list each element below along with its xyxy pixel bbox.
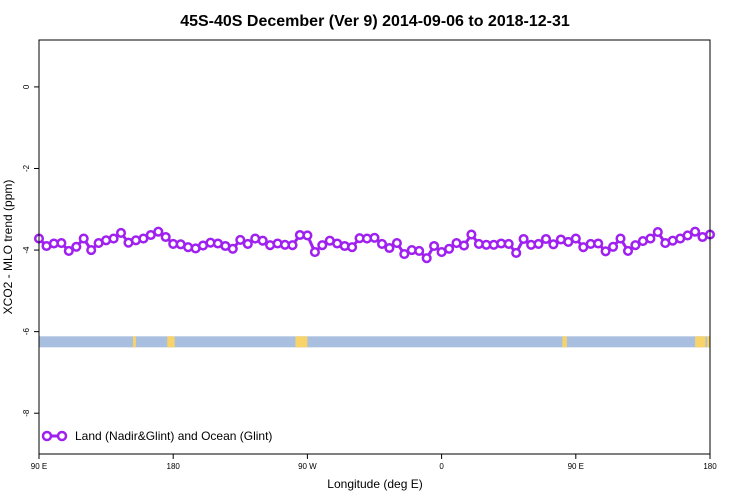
data-point	[645, 233, 656, 244]
data-point	[630, 240, 641, 251]
legend-marker-sample	[41, 430, 53, 442]
legend-label: Land (Nadir&Glint) and Ocean (Glint)	[75, 429, 272, 443]
data-point	[548, 239, 559, 250]
data-point	[690, 226, 701, 237]
data-point	[615, 233, 626, 244]
surface-strip	[39, 336, 710, 348]
land-segment	[562, 336, 567, 348]
data-point	[429, 240, 440, 252]
data-point	[56, 238, 67, 249]
x-axis: 90 E 180 90 W 0 90 E 180	[31, 454, 717, 471]
x-tick-label: 90 E	[31, 462, 47, 471]
series-layer	[33, 226, 716, 264]
x-tick-label: 180	[703, 462, 717, 471]
data-point	[511, 247, 522, 258]
data-point	[384, 242, 395, 254]
data-point	[608, 241, 619, 252]
data-point	[309, 247, 320, 258]
data-point	[86, 245, 97, 256]
data-point	[160, 231, 171, 243]
data-point	[503, 238, 514, 249]
data-point	[369, 232, 380, 243]
data-point	[466, 229, 477, 240]
data-point	[227, 243, 238, 254]
data-point	[153, 226, 164, 237]
data-point	[242, 238, 253, 249]
data-point	[421, 253, 432, 264]
data-point	[78, 233, 89, 244]
data-point	[399, 249, 410, 260]
chart-title: 45S-40S December (Ver 9) 2014-09-06 to 2…	[180, 13, 570, 30]
data-point	[593, 238, 604, 249]
y-tick-label: 0	[22, 84, 31, 89]
plot-frame	[38, 39, 711, 455]
data-point	[682, 230, 693, 241]
data-point	[622, 245, 634, 256]
land-segment	[132, 336, 136, 348]
y-tick-label: -2	[22, 164, 31, 172]
data-point	[414, 245, 425, 256]
land-segment	[167, 336, 175, 348]
data-point	[347, 242, 358, 253]
y-axis-label: XCO2 - MLO trend (ppm)	[1, 180, 15, 315]
data-point	[444, 243, 455, 254]
land-segment	[695, 336, 706, 348]
data-point	[652, 227, 663, 238]
data-point	[235, 234, 246, 245]
data-point	[376, 238, 388, 249]
data-point	[115, 227, 127, 238]
land-segment	[707, 336, 710, 348]
data-point	[570, 233, 581, 244]
x-tick-label: 90 W	[298, 462, 317, 471]
x-tick-label: 0	[439, 462, 444, 471]
land-segment	[295, 336, 308, 348]
y-tick-label: -4	[22, 246, 31, 254]
x-tick-label: 90 E	[568, 462, 584, 471]
data-point	[302, 230, 313, 241]
data-point	[138, 233, 149, 244]
legend-marker-sample	[56, 430, 68, 442]
data-point	[108, 233, 119, 244]
data-point	[533, 238, 544, 249]
data-point	[391, 238, 402, 249]
data-point	[458, 240, 470, 251]
y-axis: 0 -2 -4 -6 -8	[22, 84, 39, 417]
y-tick-label: -8	[22, 409, 31, 417]
data-point	[540, 233, 552, 245]
data-point	[600, 246, 611, 257]
data-point	[257, 235, 268, 246]
y-tick-label: -6	[22, 328, 31, 336]
x-tick-label: 180	[167, 462, 181, 471]
data-point	[317, 240, 328, 251]
data-point	[71, 241, 82, 252]
data-point	[63, 245, 74, 256]
legend: Land (Nadir&Glint) and Ocean (Glint)	[41, 429, 272, 443]
x-axis-label: Longitude (deg E)	[327, 477, 422, 491]
ocean-strip	[39, 336, 710, 348]
data-point	[518, 233, 529, 245]
data-point	[287, 240, 298, 251]
